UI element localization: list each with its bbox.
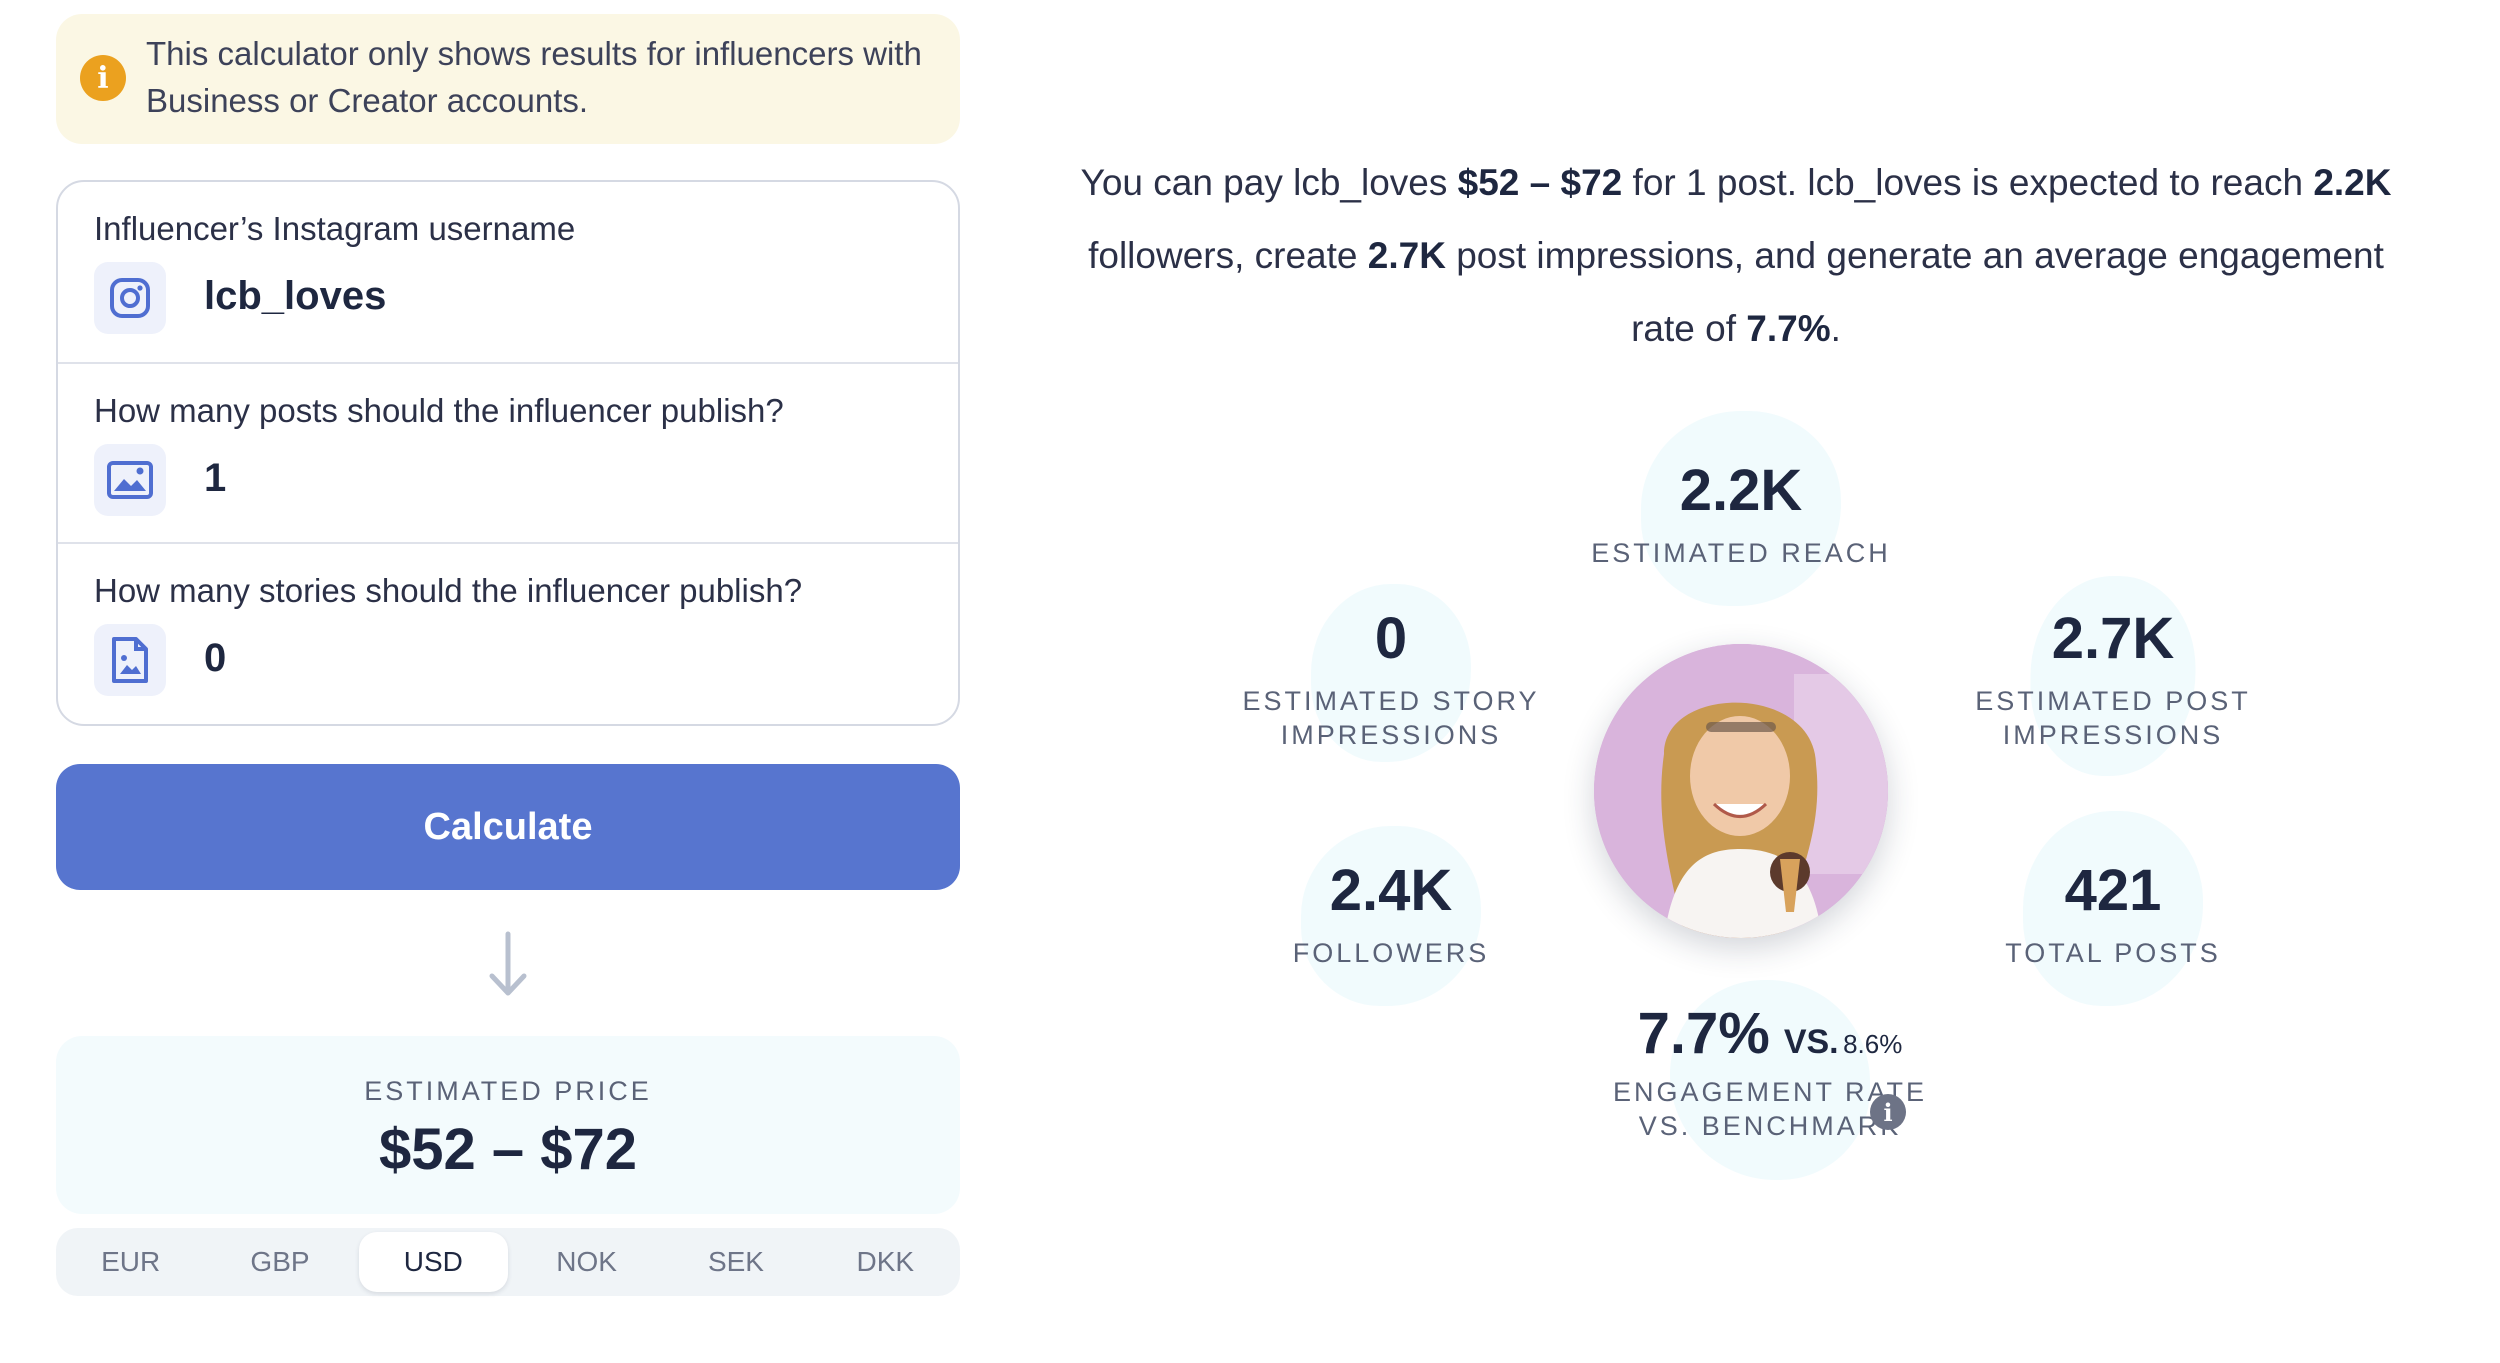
arrow-down-icon [480, 930, 536, 1000]
stories-field[interactable]: How many stories should the influencer p… [58, 542, 958, 724]
reach-label: ESTIMATED REACH [1591, 538, 1891, 568]
followers-label: FOLLOWERS [1292, 938, 1490, 968]
stat-post-impressions: 2.7K ESTIMATED POST IMPRESSIONS [1923, 576, 2303, 776]
currency-eur[interactable]: EUR [101, 1246, 161, 1277]
currency-dkk[interactable]: DKK [856, 1246, 915, 1277]
summary-text: You can pay lcb_loves [1080, 162, 1458, 203]
post-impressions-value: 2.7K [2051, 606, 2175, 671]
username-label: Influencer’s Instagram username [94, 210, 576, 247]
posts-field[interactable]: How many posts should the influencer pub… [58, 362, 958, 544]
instagram-icon [94, 262, 166, 334]
currency-selector: EUR GBP USD NOK SEK DKK [56, 1228, 960, 1296]
summary-impressions: 2.7K [1367, 235, 1446, 276]
summary-text: followers, create [1088, 235, 1368, 276]
image-icon [94, 444, 166, 516]
influencer-avatar [1594, 644, 1888, 938]
currency-sek[interactable]: SEK [707, 1246, 764, 1277]
currency-gbp[interactable]: GBP [250, 1246, 310, 1277]
engagement-rate-value: 7.7% [1637, 1001, 1770, 1066]
account-type-notice: i This calculator only shows results for… [56, 14, 960, 144]
summary-engagement-rate: 7.7% [1746, 308, 1831, 349]
story-impressions-label: ESTIMATED STORY IMPRESSIONS [1242, 686, 1540, 750]
summary-text: . [1830, 308, 1841, 349]
reach-value: 2.2K [1679, 458, 1803, 523]
stat-engagement-rate: 7.7% VS. 8.6% ENGAGEMENT RATE VS. BENCHMA… [1560, 980, 1980, 1180]
currency-usd[interactable]: USD [358, 1232, 508, 1292]
engagement-rate-label: ENGAGEMENT RATE VS. BENCHMARK [1612, 1077, 1928, 1141]
currency-nok[interactable]: NOK [556, 1246, 617, 1277]
total-posts-value: 421 [2064, 858, 2162, 923]
stat-estimated-reach: 2.2K ESTIMATED REACH [1551, 411, 1931, 606]
calculator-form: Influencer’s Instagram username lcb_love… [56, 180, 960, 726]
estimated-price-value: $52 – $72 [378, 1117, 638, 1182]
stat-followers: 2.4K FOLLOWERS [1201, 826, 1581, 1006]
stories-input[interactable]: 0 [204, 636, 227, 680]
posts-input[interactable]: 1 [204, 456, 227, 500]
summary-text: post impressions, and generate an averag… [1445, 235, 2384, 349]
calculate-button[interactable]: Calculate [56, 764, 960, 890]
estimated-price-card: ESTIMATED PRICE $52 – $72 [56, 1036, 960, 1214]
story-impressions-value: 0 [1374, 606, 1408, 671]
summary-text: for 1 post. lcb_loves is expected to rea… [1622, 162, 2314, 203]
info-icon: i [80, 55, 126, 101]
stat-story-impressions: 0 ESTIMATED STORY IMPRESSIONS [1201, 584, 1581, 762]
total-posts-label: TOTAL POSTS [2005, 938, 2221, 968]
engagement-benchmark-value: 8.6% [1843, 1029, 1903, 1059]
benchmark-info-icon[interactable]: i [1870, 1094, 1906, 1130]
stories-label: How many stories should the influencer p… [94, 572, 803, 609]
result-summary: You can pay lcb_loves $52 – $72 for 1 po… [1066, 146, 2406, 365]
estimated-price-label: ESTIMATED PRICE [364, 1076, 652, 1106]
stat-total-posts: 421 TOTAL POSTS [1923, 811, 2303, 1006]
post-impressions-label: ESTIMATED POST IMPRESSIONS [1975, 686, 2251, 750]
summary-reach: 2.2K [2313, 162, 2392, 203]
followers-value: 2.4K [1329, 858, 1453, 923]
summary-price: $52 – $72 [1457, 162, 1623, 203]
posts-label: How many posts should the influencer pub… [94, 392, 784, 429]
notice-text: This calculator only shows results for i… [146, 35, 922, 119]
story-file-icon [94, 624, 166, 696]
engagement-vs-text: VS. [1783, 1023, 1839, 1061]
username-field[interactable]: Influencer’s Instagram username lcb_love… [58, 182, 958, 362]
username-input[interactable]: lcb_loves [204, 274, 387, 318]
